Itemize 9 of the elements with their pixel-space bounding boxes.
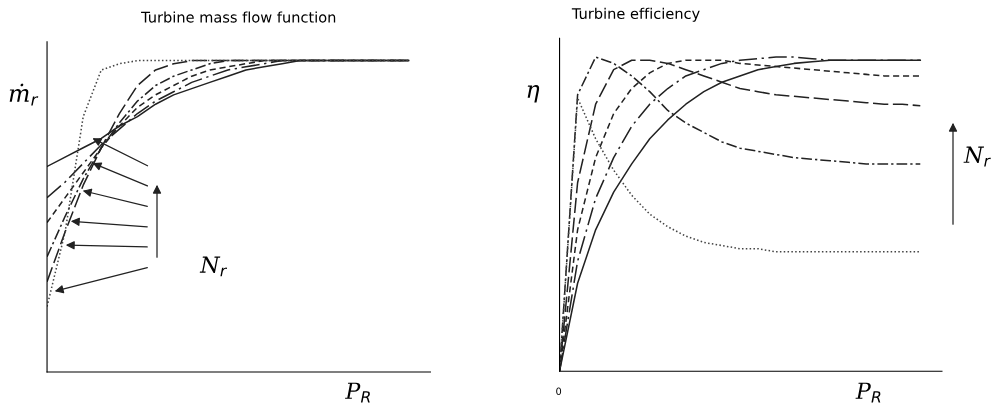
annotation: N$_{r}$ [199,256,228,277]
text: 0 [556,387,562,395]
chart-title: Turbine efficiency [571,7,700,22]
x-axis-title: P$_{R}$ [345,382,370,403]
x-axis-title: P$_{R}$ [855,382,881,403]
chart-title: Turbine mass flow function [141,11,336,23]
y-axis-title: ṁ$_{r}$ [9,83,39,106]
y-axis-title: η [527,85,540,103]
text: N$_{r}$ [963,146,991,167]
